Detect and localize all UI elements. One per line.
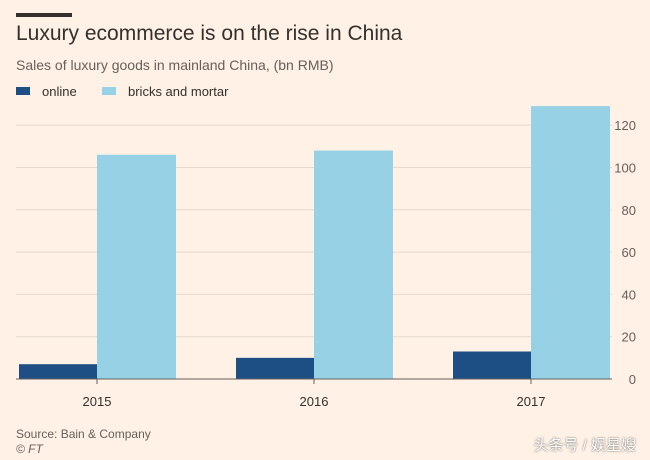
legend-swatch-online [16, 87, 30, 95]
bar-online-2017 [453, 351, 531, 379]
source-note: Source: Bain & Company [16, 427, 151, 441]
y-tick-label-0: 0 [629, 372, 636, 387]
chart-title: Luxury ecommerce is on the rise in China [16, 22, 403, 45]
y-tick-label-120: 120 [614, 118, 636, 133]
bar-bricks-and-mortar-2015 [97, 154, 176, 379]
legend-swatch-bricks-and-mortar [102, 87, 116, 95]
x-tick-label-2017: 2017 [517, 394, 546, 409]
y-tick-label-80: 80 [622, 203, 636, 218]
ft-credit: © FT [16, 442, 43, 456]
bar-online-2016 [236, 357, 314, 379]
title-accent-rule [16, 13, 72, 17]
legend-label-online: online [42, 84, 77, 99]
watermark: 头条号 / 娱星嫂 [533, 437, 636, 454]
y-tick-label-20: 20 [622, 330, 636, 345]
y-tick-label-100: 100 [614, 160, 636, 175]
chart-subtitle: Sales of luxury goods in mainland China,… [16, 57, 334, 73]
bar-online-2015 [19, 364, 97, 379]
bar-bricks-and-mortar-2017 [531, 106, 610, 379]
y-tick-label-40: 40 [622, 287, 636, 302]
bar-bricks-and-mortar-2016 [314, 150, 393, 379]
y-tick-label-60: 60 [622, 245, 636, 260]
legend-label-bricks-and-mortar: bricks and mortar [128, 84, 229, 99]
x-tick-label-2016: 2016 [300, 394, 329, 409]
x-tick-label-2015: 2015 [83, 394, 112, 409]
